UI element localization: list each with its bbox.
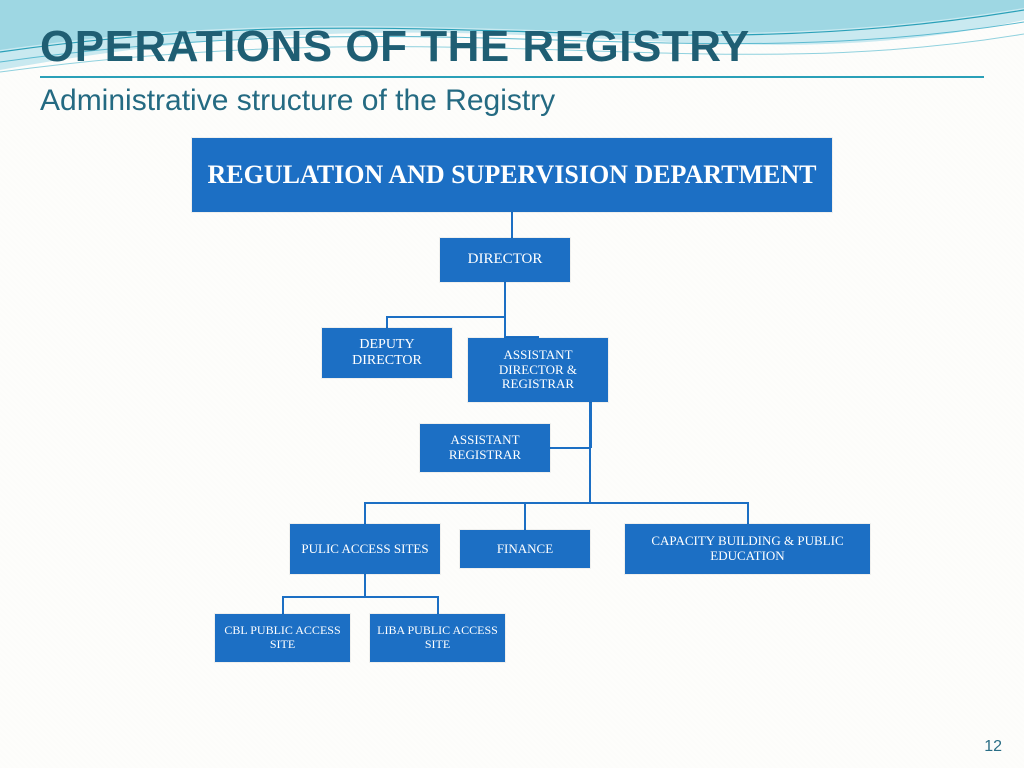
connector [386, 316, 388, 328]
connector [364, 574, 366, 596]
org-node-director: DIRECTOR [440, 238, 570, 282]
connector [747, 502, 749, 524]
connector [282, 596, 284, 614]
title-underline [40, 76, 984, 78]
connector [364, 502, 366, 524]
org-node-pas: PULIC ACCESS SITES [290, 524, 440, 574]
org-node-fin: FINANCE [460, 530, 590, 568]
org-node-liba: LIBA PUBLIC ACCESS SITE [370, 614, 505, 662]
connector [437, 596, 439, 614]
org-node-root: REGULATION AND SUPERVISION DEPARTMENT [192, 138, 832, 212]
connector [524, 502, 526, 530]
org-node-deputy: DEPUTY DIRECTOR [322, 328, 452, 378]
org-chart: REGULATION AND SUPERVISION DEPARTMENT DIR… [0, 130, 1024, 740]
connector [550, 447, 590, 449]
connector [365, 502, 748, 504]
connector [589, 402, 591, 502]
connector [504, 282, 506, 338]
page-title: OPERATIONS OF THE REGISTRY [40, 22, 984, 72]
page-subtitle: Administrative structure of the Registry [40, 84, 984, 118]
org-node-adr: ASSISTANT DIRECTOR & REGISTRAR [468, 338, 608, 402]
connector [511, 212, 513, 238]
connector [386, 316, 506, 318]
org-node-ar: ASSISTANT REGISTRAR [420, 424, 550, 472]
org-node-cbl: CBL PUBLIC ACCESS SITE [215, 614, 350, 662]
org-node-cap: CAPACITY BUILDING & PUBLIC EDUCATION [625, 524, 870, 574]
page-number: 12 [984, 738, 1002, 756]
connector [283, 596, 438, 598]
